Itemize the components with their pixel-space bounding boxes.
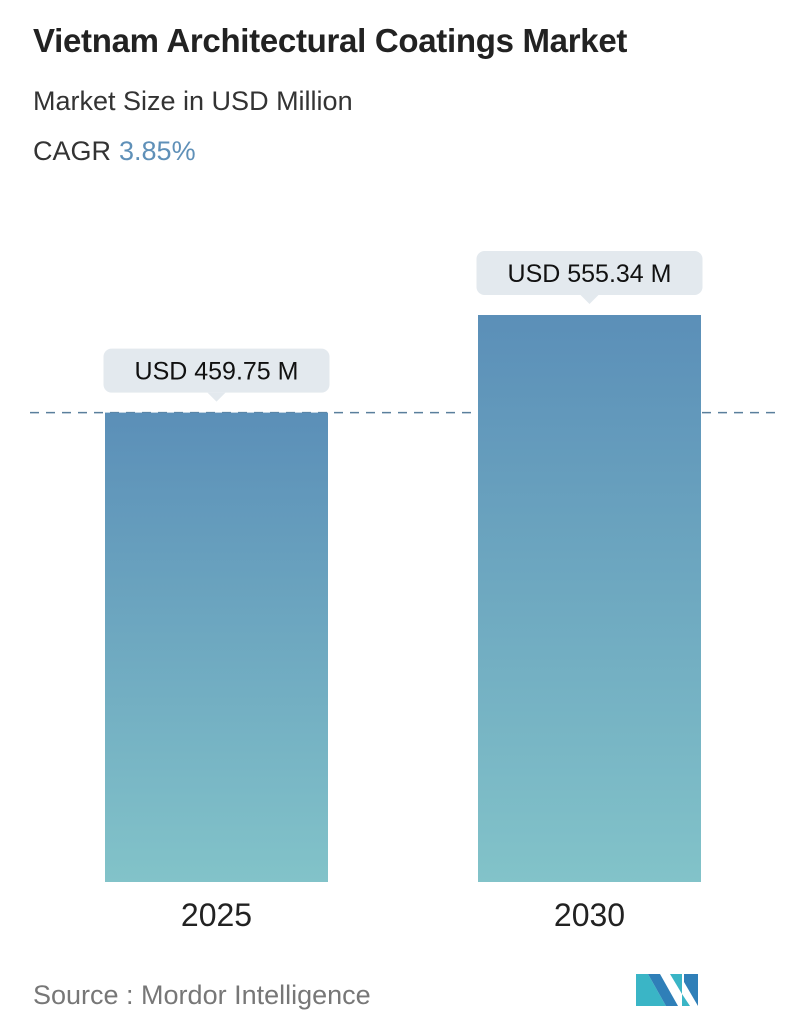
x-tick-label: 2030 — [554, 897, 625, 933]
source-text: Source : Mordor Intelligence — [33, 980, 371, 1010]
data-label-pointer — [207, 392, 226, 402]
cagr-value: 3.85% — [119, 136, 196, 166]
cagr: CAGR 3.85% — [33, 136, 196, 167]
data-label-box — [476, 251, 703, 295]
cagr-label: CAGR — [33, 136, 112, 166]
bar-2025 — [105, 412, 328, 882]
chart-subtitle: Market Size in USD Million — [33, 86, 353, 116]
bar-2030 — [478, 315, 701, 882]
data-label-pointer — [580, 295, 599, 304]
mordor-logo — [636, 974, 698, 1006]
bar-chart: USD 459.75 M 2025 USD 555.34 M 2030 — [30, 251, 780, 933]
x-tick-label: 2025 — [181, 897, 252, 933]
data-label: USD 459.75 M — [135, 358, 299, 386]
data-label: USD 555.34 M — [508, 260, 672, 288]
data-label-box — [103, 348, 330, 393]
chart-title: Vietnam Architectural Coatings Market — [33, 22, 628, 59]
